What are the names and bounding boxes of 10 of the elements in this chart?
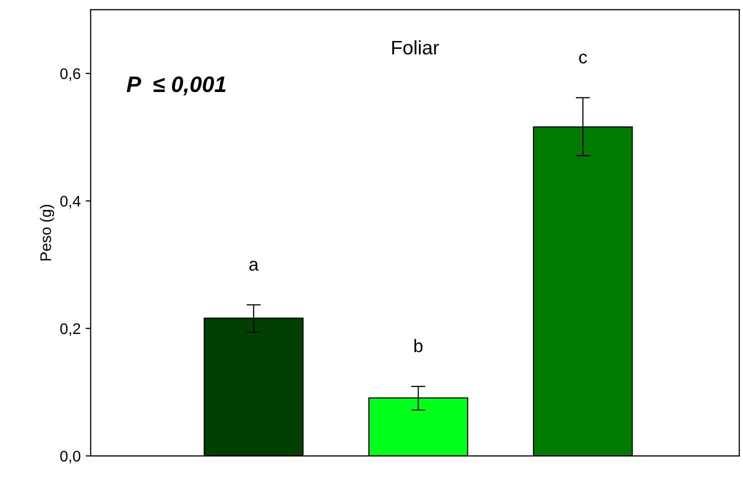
y-axis-title: Peso (g)	[40, 204, 54, 260]
text: Foliar	[392, 40, 439, 55]
y-tick-label: 0,6	[60, 68, 80, 81]
annotation: P ≤ 0,001	[126, 76, 226, 96]
y-tick-label: 0,4	[60, 196, 80, 208]
y-tick-label: 0,2	[60, 323, 80, 336]
annotation: c	[579, 54, 587, 64]
annotation: b	[414, 339, 423, 352]
annotation: a	[249, 260, 259, 271]
y-tick-label: 0,0	[60, 450, 80, 464]
